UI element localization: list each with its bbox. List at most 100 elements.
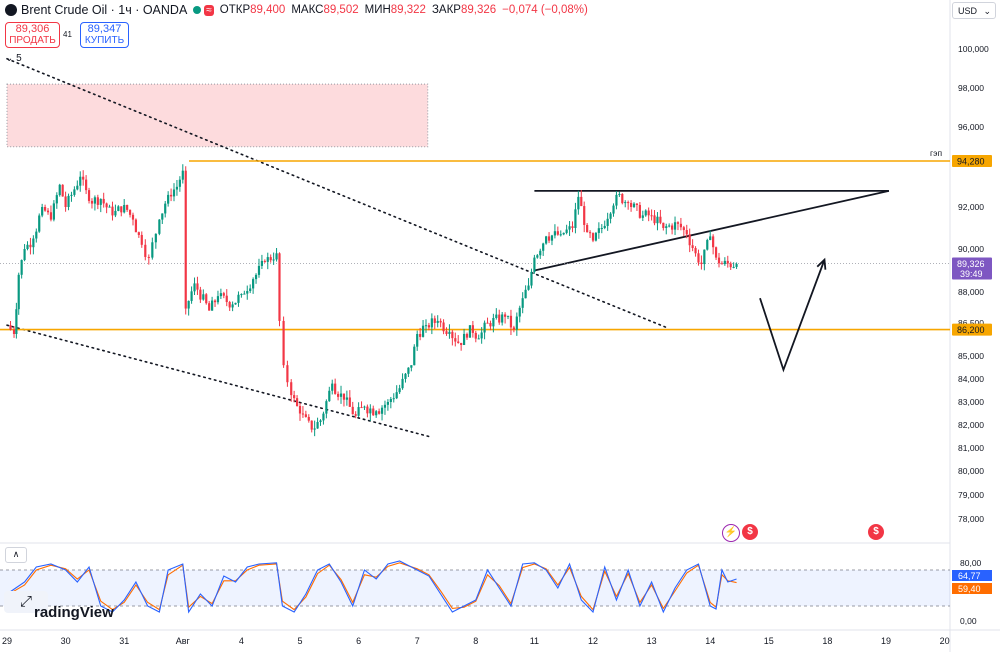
price-tick-label: 80,000 [958,466,984,476]
candle-body [726,260,729,264]
candle-body [313,428,316,430]
candle-body [474,332,477,339]
level-badge-2[interactable] [952,257,992,280]
candle-body [79,176,82,186]
candle-body [430,318,433,328]
candle-body [498,314,501,323]
candle-body [15,309,18,334]
candle-body [421,325,425,337]
candle-body [606,218,609,226]
trendline-1[interactable] [6,324,430,438]
candle-body [659,216,662,223]
candle-body [439,320,442,323]
candle-body [732,266,735,268]
price-tick-label: 90,000 [958,244,984,254]
price-tick-label: 88,000 [958,287,984,297]
projection-arrow[interactable] [759,259,826,373]
candle-body [257,265,261,275]
candle-body [147,256,150,258]
sell-button[interactable]: 89,306 ПРОДАТЬ [5,22,60,48]
candle-body [87,190,91,201]
candle-body [714,247,718,258]
candle-body [351,406,354,415]
candle-body [137,232,140,235]
price-tick-label: 84,000 [958,374,984,384]
candle-body [111,206,114,216]
time-tick-label: 20 [940,636,950,646]
candle-body [697,253,700,263]
candle-body [175,186,179,190]
candle-body [237,294,240,303]
candle-body [202,294,205,300]
candle-body [266,257,269,262]
candle-body [424,325,428,327]
stoch-d-value: 59,40 [958,584,981,594]
candle-body [252,279,255,289]
time-tick-label: Авг [176,636,191,646]
price-tick-label: 98,000 [958,83,984,93]
candle-body [662,222,665,228]
low-label: МИН [364,4,391,16]
candle-body [151,242,154,258]
trendline-3[interactable] [534,189,890,272]
candle-body [196,283,199,290]
candle-body [43,207,47,211]
candle-body [339,393,343,397]
stoch-k-line [6,560,737,614]
candle-body [486,322,489,324]
symbol-title[interactable]: Brent Crude Oil · 1ч · OANDA [21,3,188,17]
candle-body [712,236,715,248]
event-us-flag-icon[interactable]: $ [742,524,758,540]
candle-body [448,331,451,335]
candle-body [140,234,143,245]
candle-body [591,233,595,241]
market-open-icon [193,6,202,14]
level-badge-0[interactable] [952,155,992,167]
candle-body [134,219,138,233]
trendline-0[interactable] [6,57,668,329]
candle-body [243,293,246,295]
candle-body [451,331,454,339]
event-us-flag-icon[interactable]: $ [868,524,884,540]
candle-body [108,206,111,208]
indicator-toggle-button[interactable]: ∧ [5,547,27,563]
candle-body [231,304,234,308]
candle-body [588,232,592,234]
buy-button[interactable]: 89,347 КУПИТЬ [80,22,129,48]
price-tick-label: 83,000 [958,397,984,407]
candle-body [395,392,398,399]
candle-body [641,215,644,218]
candle-body [263,260,266,262]
candle-body [694,248,697,254]
sell-price: 89,306 [15,23,50,35]
candle-body [577,196,580,210]
candle-body [211,300,214,311]
gap-zone[interactable] [6,83,429,148]
collapse-indicators-button[interactable]: ⌄ 5 [5,53,22,64]
candle-body [378,411,381,414]
candle-body [298,405,302,414]
candle-body [178,179,181,187]
level-note: гэп [930,148,942,158]
sell-label: ПРОДАТЬ [9,35,56,46]
currency-selector[interactable]: USD ⌄ [952,2,996,19]
candle-body [386,402,389,405]
candle-body [184,170,187,309]
candle-body [99,198,102,205]
candle-body [398,388,401,393]
event-lightning-icon[interactable]: ⚡ [722,524,740,542]
candle-body [504,314,507,317]
candle-body [627,202,630,204]
candle-body [304,414,307,417]
candle-body [597,228,600,233]
level-badge-1[interactable] [952,323,992,336]
candle-body [462,333,466,345]
time-tick-label: 5 [297,636,302,646]
candle-body [164,203,167,214]
candle-body [501,314,504,323]
fullscreen-icon[interactable]: ⤢ [4,591,48,613]
data-provider-icon: ≈ [204,4,214,16]
candle-body [559,234,562,236]
candle-body [12,329,16,334]
